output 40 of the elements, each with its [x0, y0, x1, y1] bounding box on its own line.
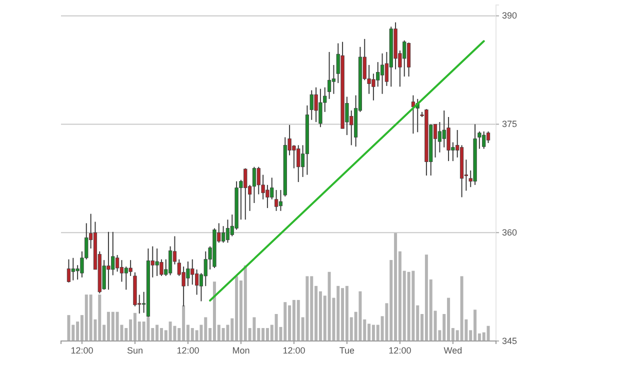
y-tick-label: 390	[502, 10, 518, 21]
bar	[328, 272, 331, 341]
candlestick	[486, 130, 490, 144]
candlestick	[221, 226, 226, 244]
bar	[89, 294, 92, 341]
candlestick	[332, 64, 336, 94]
candlestick	[327, 51, 332, 100]
candlestick	[252, 166, 256, 204]
x-tick-label: 12:00	[70, 345, 94, 356]
candlestick	[226, 219, 230, 244]
y-tick-label: 375	[502, 119, 518, 130]
bar	[168, 322, 172, 341]
candlestick	[120, 260, 124, 282]
bar	[116, 312, 119, 341]
bar	[412, 270, 415, 341]
bar	[173, 326, 176, 341]
bar	[274, 314, 278, 341]
bar	[460, 276, 464, 341]
candlestick	[66, 258, 71, 283]
y-tick-label: 360	[502, 227, 518, 238]
bar	[407, 272, 410, 341]
x-tick-label: Mon	[232, 345, 250, 356]
x-tick-label: Tue	[339, 345, 355, 356]
x-tick-label: 12:00	[176, 345, 200, 356]
candlestick	[406, 42, 411, 78]
x-tick-label: Wed	[444, 345, 462, 356]
candlestick	[433, 124, 438, 158]
candlestick	[278, 189, 283, 212]
bar	[252, 317, 256, 341]
x-tick-label: Sun	[126, 345, 143, 356]
bar	[67, 315, 70, 341]
y-tick-label: 345	[502, 336, 518, 346]
bar	[358, 291, 362, 341]
bar	[222, 328, 225, 341]
candlestick	[380, 52, 384, 94]
candlestick	[274, 189, 278, 212]
bar	[486, 326, 490, 341]
bar	[306, 276, 309, 341]
x-tick-label: 12:00	[388, 345, 412, 356]
x-tick-label: 12:00	[282, 345, 306, 356]
